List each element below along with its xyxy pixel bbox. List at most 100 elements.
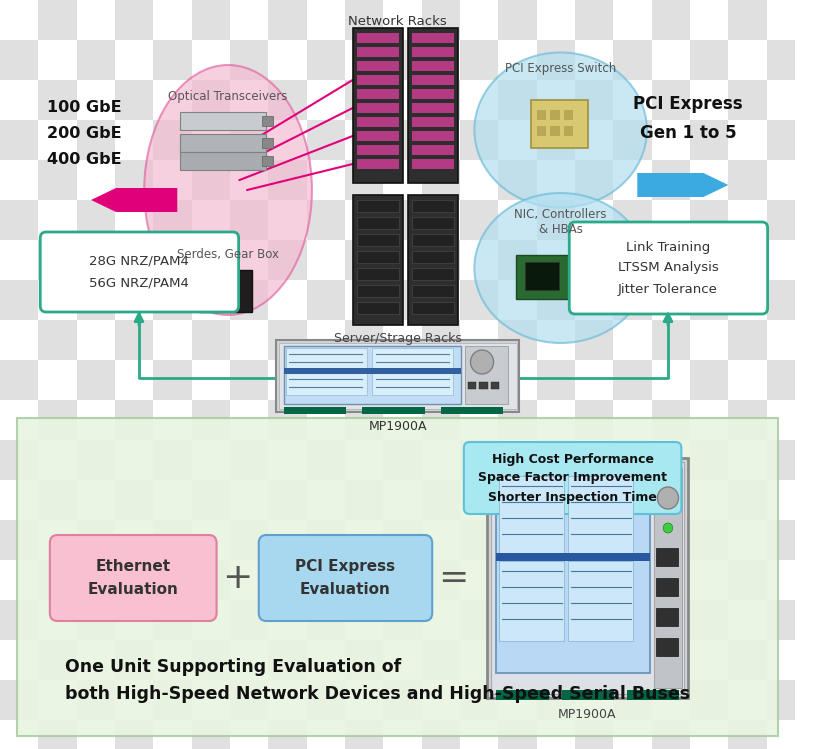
Bar (460, 280, 498, 320)
Bar (38, 160, 76, 200)
Bar (38, 720, 76, 749)
Bar (0, 440, 38, 480)
Bar (192, 640, 230, 680)
Bar (422, 640, 460, 680)
Bar (76, 200, 115, 240)
Bar (575, 600, 613, 640)
Bar (594, 258, 602, 294)
Bar (286, 348, 367, 370)
Bar (805, 480, 830, 520)
Bar (306, 0, 345, 40)
Circle shape (471, 350, 494, 374)
Bar (306, 640, 345, 680)
Bar (690, 680, 729, 720)
Bar (279, 343, 516, 409)
Bar (306, 680, 345, 720)
Bar (422, 120, 460, 160)
Ellipse shape (144, 65, 312, 315)
Bar (192, 120, 230, 160)
Bar (76, 400, 115, 440)
Bar (357, 75, 398, 85)
Bar (345, 240, 383, 280)
Bar (412, 89, 454, 99)
Bar (422, 0, 460, 40)
Bar (154, 520, 192, 560)
Bar (192, 720, 230, 749)
Bar (652, 560, 690, 600)
Bar (498, 120, 537, 160)
Bar (192, 0, 230, 40)
Bar (383, 0, 422, 40)
FancyBboxPatch shape (50, 535, 217, 621)
Bar (268, 720, 306, 749)
Text: 100 GbE
200 GbE
400 GbE: 100 GbE 200 GbE 400 GbE (47, 100, 122, 166)
Text: NIC, Controllers
& HBAs: NIC, Controllers & HBAs (515, 208, 607, 236)
Bar (230, 200, 268, 240)
Bar (613, 720, 652, 749)
Bar (357, 89, 398, 99)
Bar (357, 47, 398, 57)
Bar (306, 320, 345, 360)
Bar (564, 110, 573, 120)
Bar (357, 217, 398, 229)
Bar (613, 360, 652, 400)
Bar (422, 40, 460, 80)
Bar (422, 680, 460, 720)
Bar (412, 33, 454, 43)
Bar (613, 240, 652, 280)
Bar (115, 0, 154, 40)
Bar (230, 520, 268, 560)
Bar (613, 40, 652, 80)
Bar (767, 560, 805, 600)
Bar (0, 240, 38, 280)
Bar (154, 320, 192, 360)
Bar (261, 138, 273, 148)
Bar (268, 480, 306, 520)
Bar (230, 160, 268, 200)
Bar (0, 720, 38, 749)
Bar (345, 640, 383, 680)
Bar (767, 280, 805, 320)
Circle shape (222, 288, 227, 293)
Bar (383, 40, 422, 80)
Bar (460, 440, 498, 480)
Bar (613, 520, 652, 560)
Bar (613, 280, 652, 320)
Bar (805, 120, 830, 160)
Bar (345, 160, 383, 200)
Bar (38, 200, 76, 240)
Bar (0, 400, 38, 440)
Bar (268, 280, 306, 320)
Bar (0, 40, 38, 80)
Bar (268, 120, 306, 160)
Bar (230, 120, 268, 160)
Bar (192, 440, 230, 480)
Bar (345, 80, 383, 120)
Bar (345, 720, 383, 749)
Bar (306, 520, 345, 560)
Text: Ethernet
Evaluation: Ethernet Evaluation (88, 560, 178, 597)
Bar (372, 373, 453, 395)
Bar (383, 320, 422, 360)
Bar (729, 720, 767, 749)
Bar (192, 80, 230, 120)
Bar (0, 600, 38, 640)
Bar (422, 480, 460, 520)
Bar (412, 302, 454, 314)
Bar (383, 680, 422, 720)
Bar (412, 217, 454, 229)
Bar (575, 40, 613, 80)
Text: Network Racks: Network Racks (349, 15, 447, 28)
Bar (412, 234, 454, 246)
Bar (76, 480, 115, 520)
Bar (38, 120, 76, 160)
Bar (306, 400, 345, 440)
Bar (491, 382, 500, 389)
Bar (230, 400, 268, 440)
Bar (230, 640, 268, 680)
Bar (230, 480, 268, 520)
Bar (230, 560, 268, 600)
Bar (357, 285, 398, 297)
Bar (76, 560, 115, 600)
Bar (383, 120, 422, 160)
